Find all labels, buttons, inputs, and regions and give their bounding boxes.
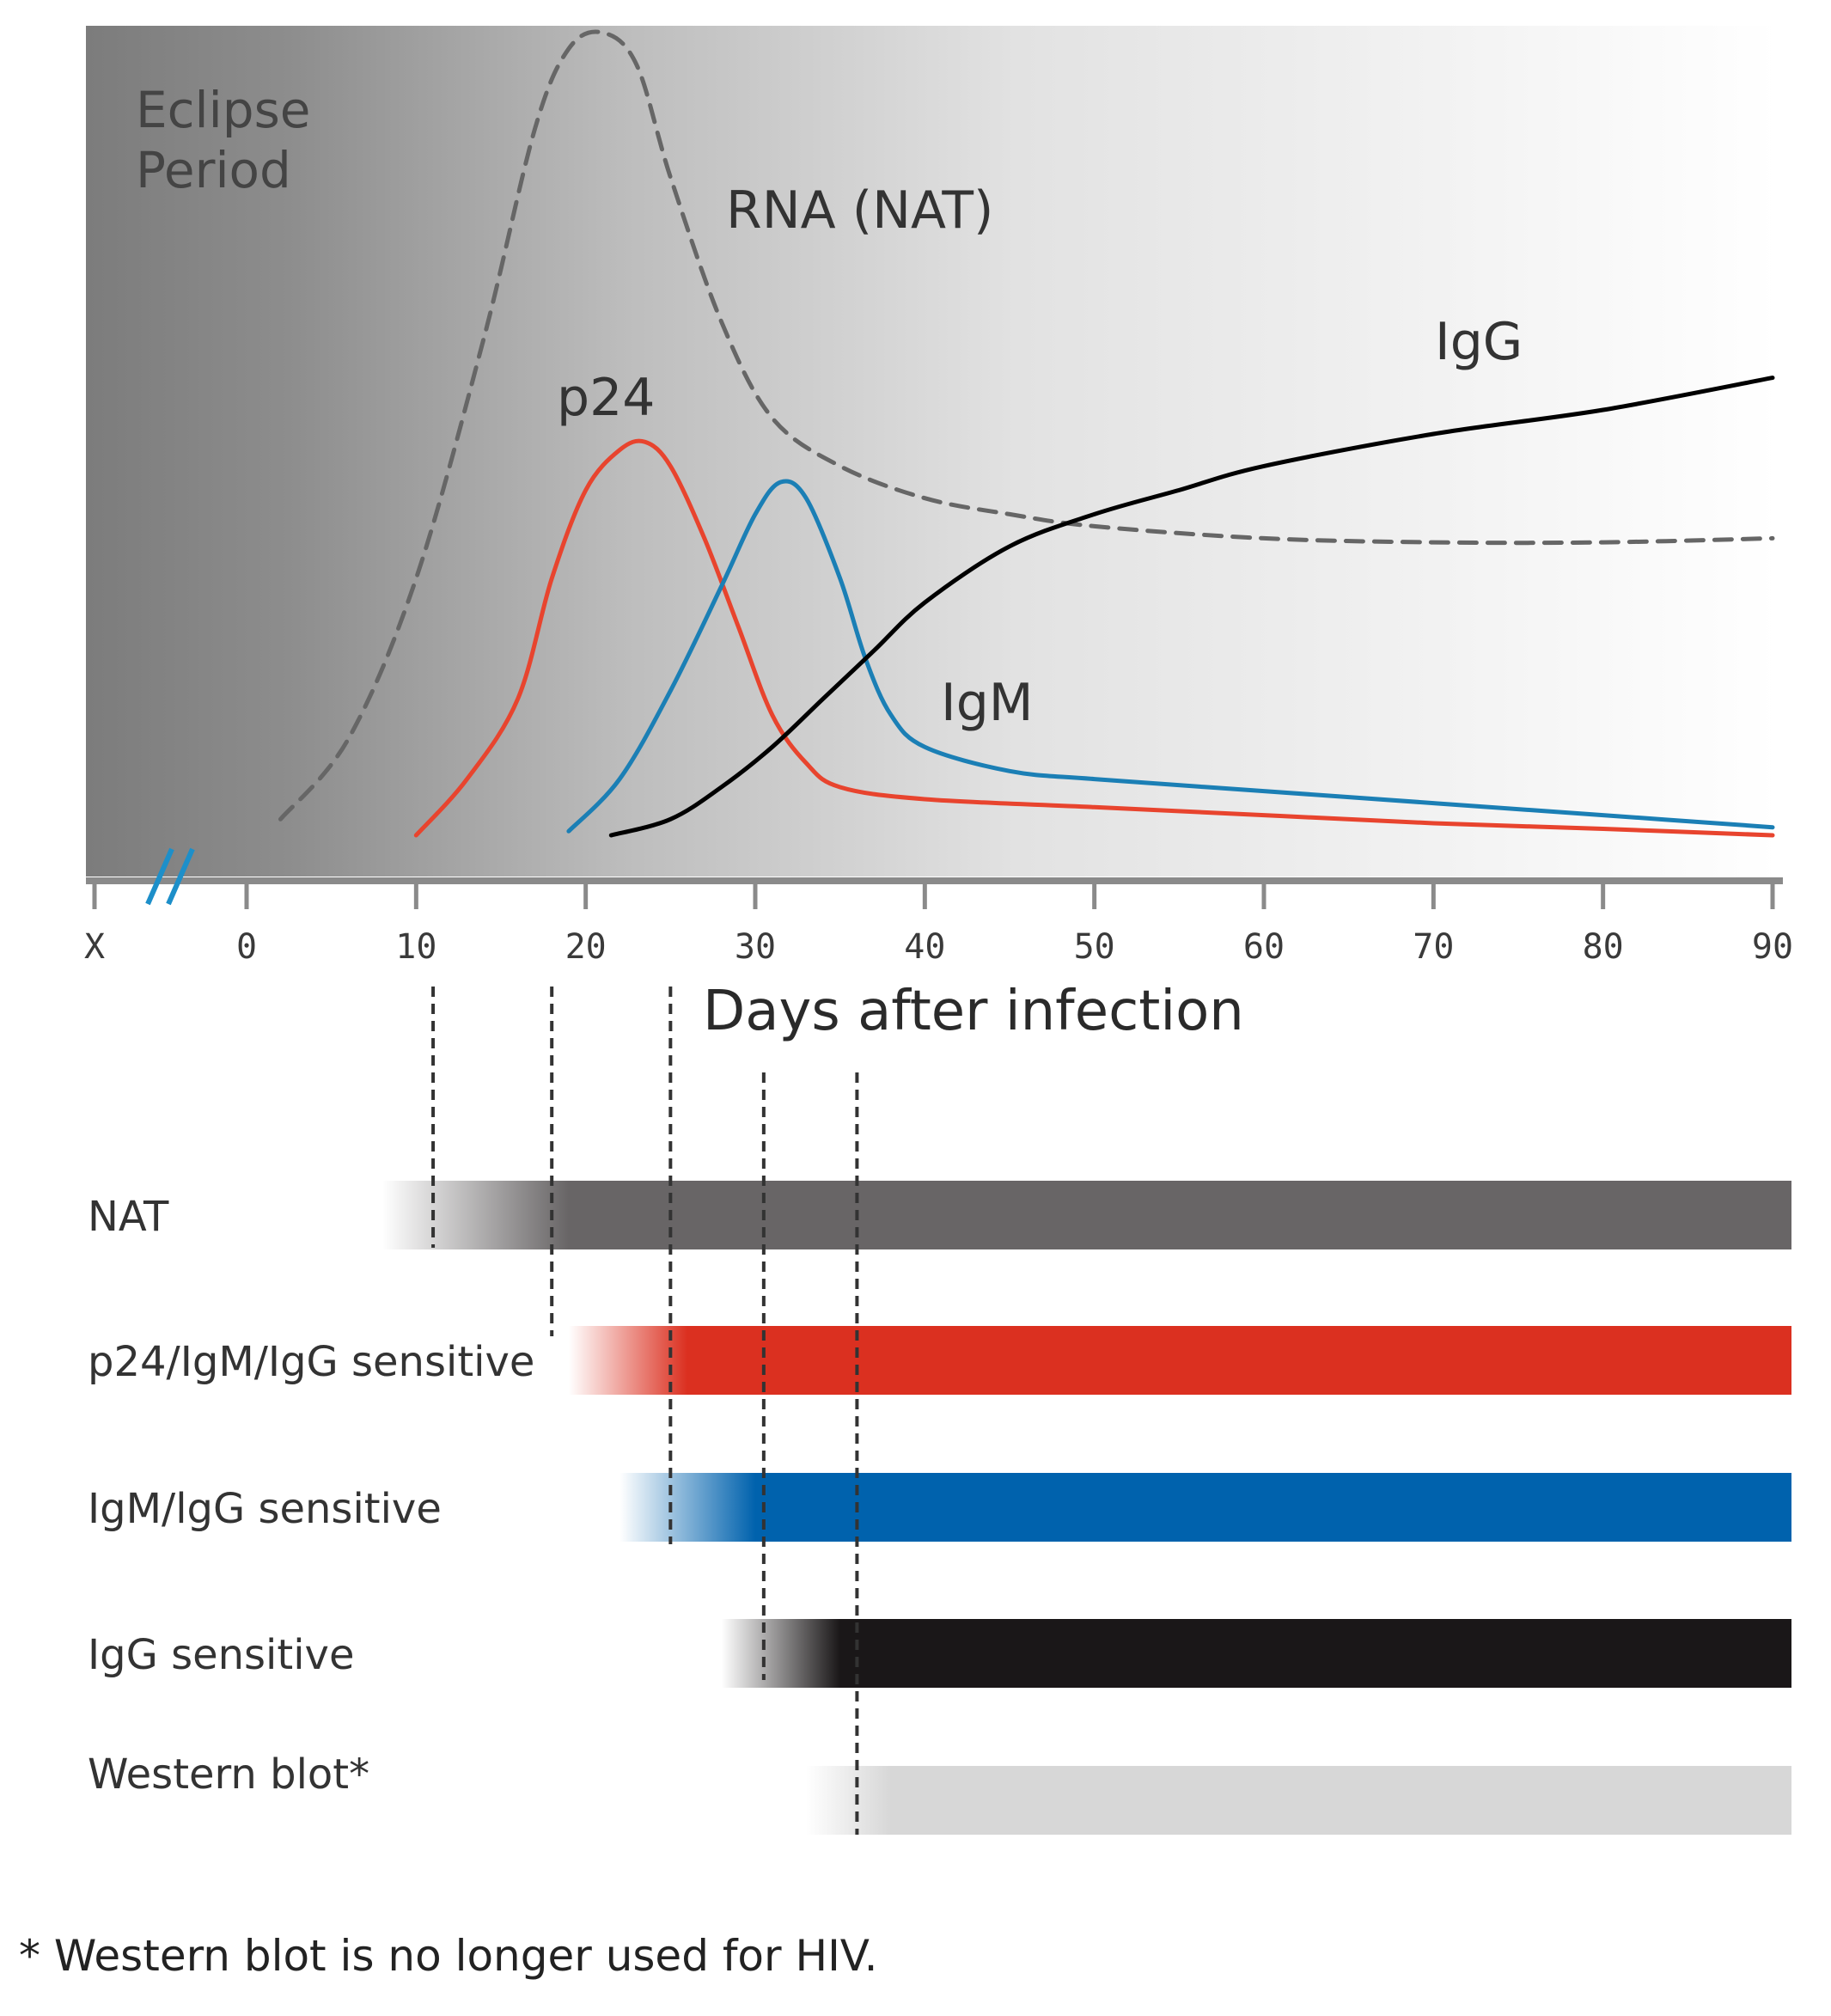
x-axis-title: Days after infection [703,980,1244,1043]
igm-curve [566,479,1775,834]
footnote: * Western blot is no longer used for HIV… [19,1931,877,1981]
detection-row-label-1: NAT [88,1193,169,1241]
x-tick-label-40: 40 [904,927,945,967]
x-axis: X 0 10 20 30 40 50 60 70 80 90 [84,847,1793,967]
x-tick-label-0: 0 [236,927,257,967]
detection-row-label-2: p24/IgM/IgG sensitive [88,1338,534,1386]
detection-bar-5 [806,1766,1792,1835]
axis-break-mark-1 [145,847,174,906]
detection-bars [381,1181,1792,1835]
x-tick-label-50: 50 [1074,927,1115,967]
x-tick-label-20: 20 [565,927,607,967]
x-tick-label-80: 80 [1583,927,1624,967]
rna-nat-curve [278,29,1775,822]
x-tick-label-30: 30 [735,927,776,967]
detection-bar-3 [619,1473,1792,1542]
curve-layer [278,29,1775,838]
x-tick-label-90: 90 [1752,927,1793,967]
eclipse-period-label-line1: Eclipse [136,81,310,139]
detection-row-label-3: IgM/lgG sensitive [88,1485,442,1533]
detection-bar-1 [381,1181,1791,1249]
x-tick-label-60: 60 [1243,927,1285,967]
p24-curve-label: p24 [557,368,655,428]
x-tick-label-x: X [84,927,105,967]
detection-row-labels: NAT p24/IgM/IgG sensitive IgM/lgG sensitiv… [88,1193,534,1799]
detection-bar-2 [568,1326,1791,1395]
rna-curve-label: RNA (NAT) [726,180,993,241]
plot-background [86,26,1779,877]
x-tick-label-10: 10 [395,927,436,967]
igg-curve-label: IgG [1435,312,1523,372]
p24-curve [413,438,1775,838]
igg-curve [608,376,1775,838]
axis-break-mark-2 [166,847,195,906]
detection-row-label-4: IgG sensitive [88,1631,354,1679]
x-tick-label-70: 70 [1413,927,1454,967]
detection-bar-4 [721,1619,1791,1688]
detection-marker-lines [431,987,859,1835]
eclipse-period-label-line2: Period [136,141,291,199]
igm-curve-label: IgM [941,673,1034,733]
detection-row-label-5: Western blot* [88,1750,369,1799]
